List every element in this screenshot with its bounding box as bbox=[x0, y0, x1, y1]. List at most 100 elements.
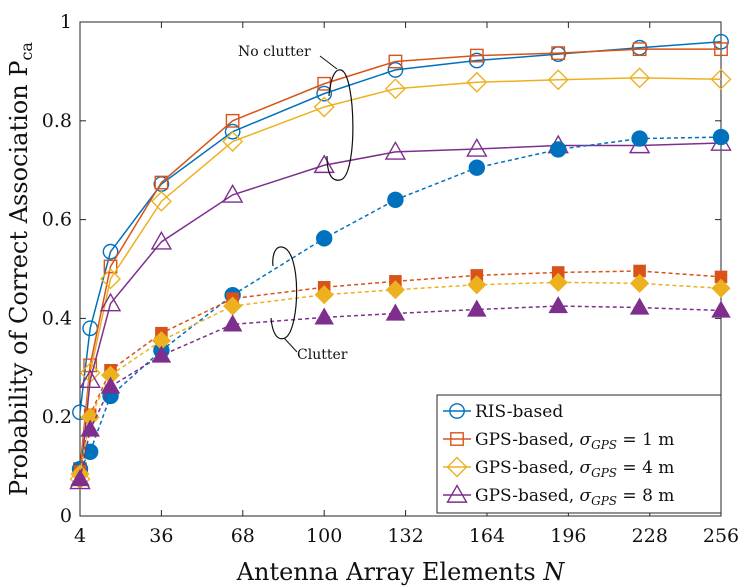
y-tick-label: 0.2 bbox=[42, 406, 72, 428]
y-axis-ticks: 0 0.2 0.4 0.6 0.8 1 bbox=[42, 11, 721, 527]
x-tick-label: 68 bbox=[231, 525, 255, 547]
data-point-diamond bbox=[385, 280, 405, 300]
series-7 bbox=[70, 296, 731, 487]
legend-label: RIS-based bbox=[475, 402, 563, 422]
series-1 bbox=[73, 42, 728, 476]
y-tick-label: 0 bbox=[60, 505, 72, 527]
series-line bbox=[79, 41, 722, 413]
data-point-diamond bbox=[446, 456, 468, 478]
y-tick-label: 1 bbox=[60, 11, 72, 33]
data-point-triangle bbox=[384, 141, 407, 160]
data-point-diamond bbox=[314, 285, 334, 305]
data-point-circle bbox=[712, 128, 730, 146]
data-point-triangle bbox=[548, 296, 568, 314]
data-point-triangle bbox=[466, 138, 488, 157]
x-axis-ticks: 4 36 68 100 132 164 196 228 256 bbox=[74, 22, 739, 547]
data-point-square bbox=[388, 54, 403, 69]
x-axis-title: Antenna Array Elements N bbox=[236, 558, 566, 586]
data-point-diamond bbox=[547, 69, 569, 91]
data-point-square bbox=[551, 46, 566, 61]
data-point-triangle bbox=[711, 300, 731, 318]
data-point-circle bbox=[102, 243, 119, 260]
series-line bbox=[79, 305, 722, 480]
data-point-square bbox=[469, 48, 484, 63]
x-tick-label: 100 bbox=[306, 525, 342, 547]
x-tick-label: 228 bbox=[632, 525, 668, 547]
data-point-diamond bbox=[150, 190, 172, 212]
data-point-triangle bbox=[150, 230, 173, 250]
data-point-triangle bbox=[70, 468, 90, 487]
axis-titles: Antenna Array Elements N Probability of C… bbox=[5, 42, 565, 586]
y-tick-label: 0.6 bbox=[42, 209, 72, 231]
data-point-diamond bbox=[384, 78, 406, 100]
data-point-circle bbox=[224, 123, 241, 140]
data-point-square bbox=[714, 42, 728, 57]
annotation-clutter: Clutter bbox=[297, 347, 348, 363]
series-layer bbox=[69, 33, 732, 490]
data-point-triangle bbox=[99, 292, 122, 312]
x-tick-label: 164 bbox=[469, 525, 505, 547]
x-tick-label: 132 bbox=[387, 525, 423, 547]
data-point-circle bbox=[316, 85, 333, 102]
y-tick-label: 0.8 bbox=[42, 110, 72, 132]
data-point-diamond bbox=[548, 272, 568, 292]
data-point-triangle bbox=[222, 314, 243, 332]
no-clutter-leader bbox=[319, 55, 338, 70]
data-point-circle bbox=[631, 130, 648, 147]
y-axis-title: Probability of Correct Association Pca bbox=[5, 42, 36, 496]
data-point-square bbox=[103, 259, 118, 274]
clutter-bracket bbox=[270, 246, 298, 340]
data-point-circle bbox=[315, 230, 333, 247]
data-point-diamond bbox=[629, 67, 651, 89]
series-line bbox=[79, 270, 722, 472]
legend-box bbox=[436, 394, 722, 514]
data-point-diamond bbox=[100, 268, 122, 290]
clutter-leader bbox=[283, 337, 298, 353]
data-point-triangle bbox=[100, 376, 121, 394]
data-point-circle bbox=[468, 159, 486, 176]
legend-entry: GPS-based, σGPS = 8 m bbox=[443, 484, 674, 508]
x-tick-label: 256 bbox=[703, 525, 739, 547]
data-point-triangle bbox=[79, 369, 101, 388]
annotation-layer: No clutter Clutter bbox=[238, 44, 354, 363]
legend-entry: GPS-based, σGPS = 1 m bbox=[443, 430, 674, 452]
legend: RIS-based GPS-based, σGPS = 1 m GPS-based,… bbox=[436, 394, 722, 514]
data-point-circle bbox=[468, 52, 485, 69]
annotation-no-clutter: No clutter bbox=[238, 44, 311, 60]
data-point-diamond bbox=[711, 278, 731, 298]
data-point-diamond bbox=[630, 273, 650, 293]
x-tick-label: 4 bbox=[74, 525, 86, 547]
data-point-square bbox=[632, 42, 647, 57]
plot-area-border bbox=[79, 21, 722, 517]
data-point-triangle bbox=[385, 303, 406, 321]
legend-entry: GPS-based, σGPS = 4 m bbox=[443, 456, 674, 480]
legend-entry: RIS-based bbox=[443, 402, 563, 422]
data-point-square bbox=[450, 432, 464, 446]
data-point-triangle bbox=[467, 299, 487, 317]
data-point-circle bbox=[449, 403, 465, 419]
no-clutter-bracket-top bbox=[328, 69, 342, 97]
data-point-diamond bbox=[313, 96, 335, 118]
data-point-square bbox=[225, 113, 240, 128]
plot-frame bbox=[79, 21, 722, 517]
data-point-triangle bbox=[80, 419, 100, 437]
data-point-circle bbox=[387, 62, 404, 78]
legend-label: GPS-based, σGPS = 4 m bbox=[475, 458, 674, 480]
legend-label: GPS-based, σGPS = 8 m bbox=[475, 486, 674, 508]
clutter-bracket-top bbox=[272, 246, 283, 267]
data-point-triangle bbox=[446, 484, 468, 503]
y-tick-label: 0.4 bbox=[42, 307, 72, 329]
data-point-diamond bbox=[466, 71, 488, 93]
no-clutter-bracket bbox=[326, 69, 354, 181]
legend-label: GPS-based, σGPS = 1 m bbox=[475, 430, 674, 452]
data-point-triangle bbox=[314, 307, 334, 325]
data-point-diamond bbox=[710, 68, 732, 90]
data-point-triangle bbox=[151, 345, 172, 363]
data-point-triangle bbox=[313, 154, 335, 174]
data-point-diamond bbox=[467, 275, 487, 295]
series-line bbox=[79, 48, 721, 470]
data-point-circle bbox=[387, 191, 404, 209]
data-point-triangle bbox=[221, 183, 244, 203]
data-point-diamond bbox=[222, 131, 244, 153]
